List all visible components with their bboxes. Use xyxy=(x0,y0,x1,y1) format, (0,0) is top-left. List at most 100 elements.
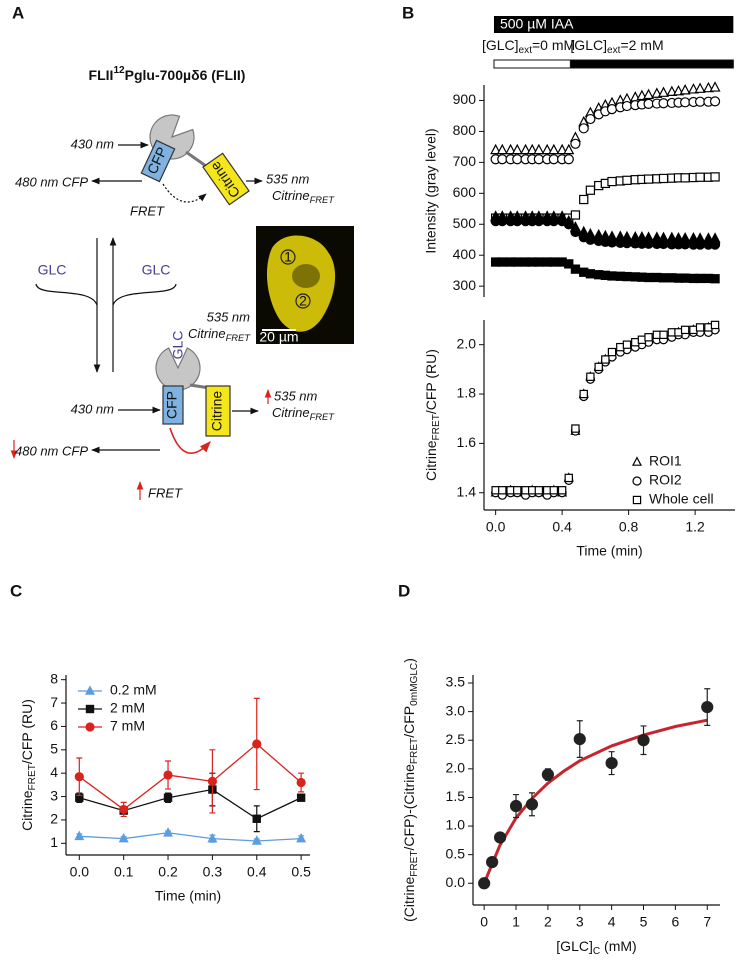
label: 430 nm xyxy=(71,136,115,151)
marker xyxy=(607,176,617,187)
marker xyxy=(695,172,705,182)
marker xyxy=(252,814,261,823)
label-part: /CFP (RU) xyxy=(423,349,439,414)
marker xyxy=(525,798,539,811)
marker xyxy=(643,98,654,109)
marker xyxy=(709,81,721,92)
y-axis-label: CitrineFRET/CFP (RU) xyxy=(423,349,442,481)
marker xyxy=(512,154,523,165)
cfp-label: CFP xyxy=(164,391,180,419)
marker xyxy=(497,154,508,165)
treatment-label: [GLC]ext=0 mM xyxy=(482,37,575,56)
diagram-shapes xyxy=(10,114,354,500)
y-axis-label: (CitrineFRET/CFP)-(CitrineFRET/CFP0mMGLC… xyxy=(401,658,420,922)
label: 535 nm xyxy=(274,388,318,403)
marker xyxy=(622,340,632,349)
marker xyxy=(621,100,633,112)
label: FRET xyxy=(130,203,165,218)
roi-label: 1 xyxy=(284,249,292,265)
legend-marker xyxy=(632,495,642,505)
glc-label: GLC xyxy=(38,262,67,278)
citrine-label: Citrine xyxy=(209,391,225,432)
marker xyxy=(549,486,559,495)
marker xyxy=(548,216,559,227)
x-tick-label: 1.2 xyxy=(685,519,705,535)
x-tick-label: 1 xyxy=(512,914,520,930)
marker xyxy=(658,86,670,97)
marker xyxy=(296,832,307,843)
treatment-bar xyxy=(569,59,734,69)
marker xyxy=(694,96,706,107)
marker xyxy=(607,271,617,281)
y-tick-label: 4 xyxy=(50,764,58,780)
y-tick-label: 6 xyxy=(50,717,58,733)
marker xyxy=(498,486,507,495)
panel-label: C xyxy=(10,581,22,600)
label-part: /CFP)-(Citrine xyxy=(401,764,417,851)
y-tick-label: 1.6 xyxy=(457,434,477,450)
marker xyxy=(658,173,669,184)
scale-label: 20 µm xyxy=(259,329,298,345)
marker xyxy=(533,143,545,155)
series-line xyxy=(79,832,302,842)
y-axis-label: Intensity (gray level) xyxy=(423,128,439,253)
glc-label: GLC xyxy=(170,331,186,360)
marker xyxy=(680,173,690,183)
marker xyxy=(163,793,173,802)
marker xyxy=(585,185,596,195)
marker xyxy=(497,257,507,267)
x-tick-label: 0.2 xyxy=(158,864,178,880)
marker xyxy=(563,219,574,230)
marker xyxy=(578,123,589,134)
label-part: FLII xyxy=(89,67,114,83)
marker xyxy=(570,210,581,220)
marker xyxy=(585,234,596,245)
label-part: /CFP xyxy=(401,706,417,738)
marker xyxy=(534,257,544,267)
marker xyxy=(579,194,589,205)
label: CitrineFRET xyxy=(272,188,335,205)
marker xyxy=(207,832,218,843)
marker xyxy=(637,734,650,747)
treatment-label: [GLC]ext=2 mM xyxy=(570,37,663,56)
label-part: FRET xyxy=(409,738,420,764)
marker xyxy=(486,855,499,869)
x-axis-label: [GLC]C (mM) xyxy=(556,938,636,957)
marker xyxy=(570,264,581,274)
x-tick-label: 2 xyxy=(544,914,552,930)
marker xyxy=(556,143,568,155)
x-tick-label: 4 xyxy=(608,914,616,930)
label-part: Citrine xyxy=(19,790,35,831)
marker xyxy=(606,104,618,115)
legend-label: 0.2 mM xyxy=(110,682,157,698)
y-tick-label: 1 xyxy=(50,834,58,850)
marker xyxy=(658,238,669,250)
y-tick-label: 3.0 xyxy=(446,702,466,718)
marker xyxy=(548,143,560,155)
x-tick-label: 0.8 xyxy=(619,519,639,535)
marker xyxy=(534,486,544,495)
x-tick-label: 0.3 xyxy=(203,864,223,880)
marker xyxy=(511,143,523,155)
marker xyxy=(526,143,538,155)
x-tick-label: 0.0 xyxy=(486,519,506,535)
label-part: /CFP (RU) xyxy=(19,699,35,764)
marker xyxy=(74,830,85,841)
label-part: =0 mM xyxy=(532,37,575,53)
marker xyxy=(579,389,588,399)
marker xyxy=(643,272,654,283)
y-tick-label: 1.5 xyxy=(446,788,466,804)
treatment-bar xyxy=(493,16,734,33)
marker xyxy=(564,473,573,483)
marker xyxy=(658,98,669,109)
label: 480 nm CFP xyxy=(15,174,88,189)
marker xyxy=(643,174,654,184)
panel-label: D xyxy=(398,581,410,600)
marker xyxy=(490,143,502,155)
y-tick-label: 2.0 xyxy=(446,760,466,776)
marker xyxy=(74,772,84,782)
label-part: (mM) xyxy=(600,938,637,954)
marker xyxy=(606,237,618,248)
marker xyxy=(549,257,559,267)
marker xyxy=(119,804,129,815)
